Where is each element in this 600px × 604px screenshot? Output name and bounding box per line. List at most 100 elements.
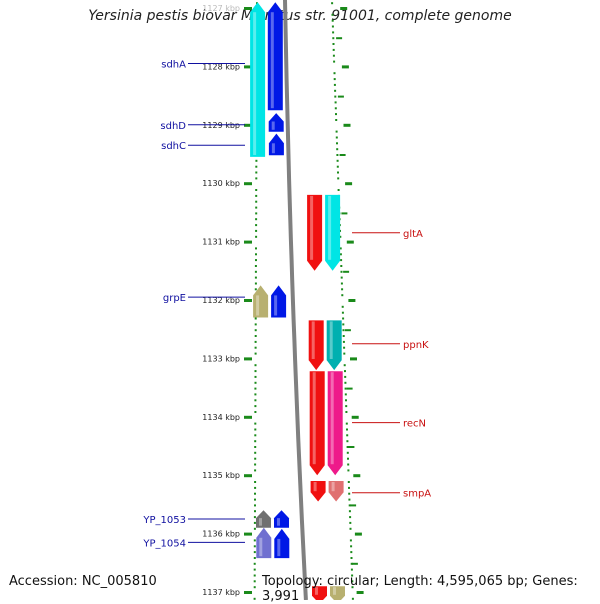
map-title: Yersinia pestis biovar Microtus str. 910… — [88, 8, 512, 24]
scale-dot-left — [253, 521, 256, 524]
feature-layer[interactable] — [250, 2, 345, 600]
tick-label: 1134 kbp — [202, 413, 240, 422]
scale-dot-right — [341, 311, 344, 314]
scale-dot-right — [335, 119, 338, 121]
gene-label-text: sdhC — [161, 141, 186, 152]
gene-highlight — [328, 195, 332, 260]
major-tick-right — [340, 7, 348, 10]
scale-dot-left — [254, 504, 256, 507]
scale-dot-right — [351, 574, 354, 577]
scale-dash-right — [339, 154, 346, 156]
scale-dot-left — [254, 370, 257, 373]
label-layer[interactable]: sdhA sdhD sdhC grpE YP_1053 YP_1054 gltA ppnK re… — [142, 60, 431, 550]
gene-arrow — [312, 586, 327, 600]
scale-dot-left — [254, 446, 257, 448]
gene-label-ppnk[interactable]: ppnK — [352, 340, 429, 351]
gene-label-smpa[interactable]: smpA — [352, 489, 431, 500]
scale-dot-left — [255, 159, 258, 162]
gene-label-grpe[interactable]: grpE — [163, 293, 245, 304]
gene-label-text: ppnK — [403, 340, 429, 351]
gene-feature-red-forward-3[interactable] — [309, 371, 325, 476]
gene-arrow — [271, 285, 287, 318]
scale-dot-right — [341, 305, 344, 308]
major-tick-right — [345, 182, 353, 186]
scale-dot-right — [340, 259, 343, 262]
gene-feature-red-forward-5[interactable] — [312, 586, 327, 600]
scale-dot-left — [254, 364, 257, 367]
gene-feature-teal-forward-1[interactable] — [326, 320, 342, 371]
gene-feature-magenta-forward-1[interactable] — [327, 371, 343, 476]
scale-dot-right — [350, 545, 353, 548]
backbone-layer — [283, 0, 308, 600]
scale-dot-left — [254, 387, 257, 390]
gene-feature-cyan-forward-1[interactable] — [325, 194, 341, 271]
scale-dot-left — [254, 399, 257, 402]
scale-dot-right — [334, 89, 337, 92]
gene-highlight — [253, 12, 257, 156]
gene-feature-blue-reverse-1[interactable] — [267, 2, 283, 111]
gene-feature-slate-reverse-1[interactable] — [256, 527, 272, 559]
major-tick-left — [244, 65, 252, 69]
scale-dot-right — [340, 282, 343, 285]
gene-label-yp_1053[interactable]: YP_1053 — [142, 515, 245, 526]
gene-feature-cyan-reverse-1[interactable] — [250, 2, 266, 157]
scale-dot-left — [254, 451, 257, 454]
gene-label-sdhd[interactable]: sdhD — [160, 121, 245, 132]
scale-dot-right — [337, 171, 339, 174]
gene-feature-blue-reverse-6[interactable] — [274, 528, 290, 559]
gene-feature-red-forward-1[interactable] — [307, 194, 323, 271]
scale-dot-right — [339, 247, 342, 250]
scale-dot-left — [254, 481, 257, 483]
scale-dot-right — [333, 78, 336, 81]
scale-dot-right — [348, 486, 350, 489]
gene-feature-salmon-forward-1[interactable] — [328, 481, 344, 502]
gene-label-sdhc[interactable]: sdhC — [161, 141, 245, 152]
gene-feature-olive-reverse-1[interactable] — [253, 285, 269, 318]
scale-dot-right — [342, 335, 345, 337]
scale-dot-right — [346, 434, 349, 437]
gene-feature-red-forward-2[interactable] — [308, 320, 324, 371]
gene-highlight — [333, 587, 336, 595]
major-tick-left — [244, 415, 252, 419]
major-tick-right — [343, 123, 351, 127]
scale-dot-right — [343, 352, 346, 355]
gene-highlight — [259, 518, 262, 526]
scale-dot-left — [255, 253, 257, 256]
scale-dot-left — [253, 586, 256, 589]
major-tick-right — [341, 65, 349, 69]
major-tick-right — [354, 532, 362, 536]
scale-dot-left — [254, 469, 257, 472]
gene-feature-red-forward-4[interactable] — [310, 481, 326, 502]
gene-feature-blue-reverse-2[interactable] — [268, 113, 284, 132]
scale-dot-right — [345, 422, 348, 425]
scale-dot-right — [337, 177, 340, 180]
scale-dash-right — [348, 446, 355, 448]
scale-dot-left — [255, 218, 258, 221]
gene-label-yp_1054[interactable]: YP_1054 — [142, 538, 245, 549]
scale-dot-right — [340, 265, 343, 267]
gene-label-glta[interactable]: gltA — [352, 229, 423, 240]
scale-dot-right — [342, 323, 345, 326]
scale-dot-right — [340, 276, 343, 279]
gene-arrow — [310, 481, 326, 502]
major-tick-right — [346, 240, 354, 244]
gene-feature-blue-reverse-4[interactable] — [271, 285, 287, 318]
gene-feature-olive-forward-1[interactable] — [330, 586, 345, 600]
gene-label-sdha[interactable]: sdhA — [161, 60, 245, 71]
tick-label: 1132 kbp — [202, 296, 240, 305]
gene-arrow — [274, 510, 289, 528]
gene-arrow — [308, 320, 324, 371]
scale-dot-left — [255, 229, 258, 232]
gene-arrow — [268, 133, 284, 156]
gene-feature-blue-reverse-3[interactable] — [268, 133, 284, 156]
major-tick-left — [244, 299, 252, 302]
scale-dot-right — [345, 411, 348, 413]
gene-feature-gray-reverse-1[interactable] — [256, 510, 271, 528]
gene-label-recn[interactable]: recN — [352, 419, 426, 430]
major-tick-left — [244, 474, 252, 478]
gene-feature-blue-reverse-5[interactable] — [274, 510, 289, 528]
gene-label-text: smpA — [403, 489, 431, 500]
scale-dot-left — [254, 492, 256, 495]
scale-dot-left — [254, 346, 257, 349]
